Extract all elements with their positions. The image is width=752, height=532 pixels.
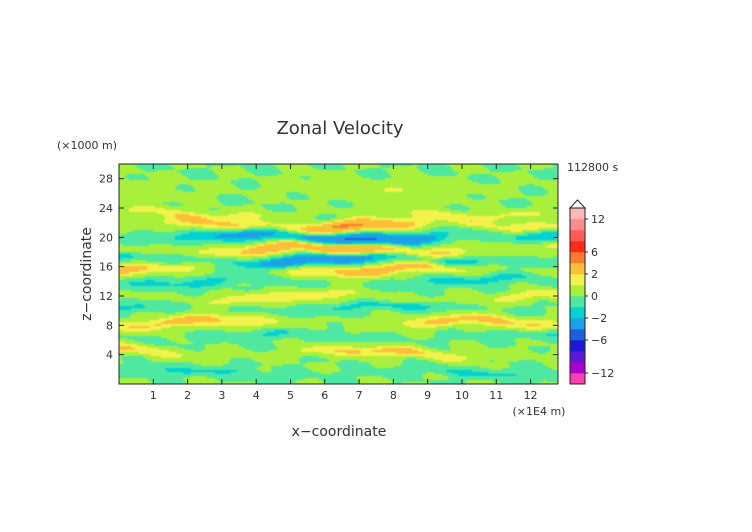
colorbar: 12 6 2 0 −2 −6 −12 [568,199,614,385]
colorbar-segment [570,373,585,385]
x-axis-label: x−coordinate [292,424,387,440]
y-tick-label: 16 [99,261,113,274]
y-tick-label: 20 [99,231,113,244]
colorbar-tick-label: −6 [591,334,607,347]
colorbar-segment [570,263,585,275]
y-axis-label: z−coordinate [79,227,95,321]
colorbar-segment [570,285,585,297]
colorbar-segment [570,329,585,341]
x-tick-label: 7 [356,389,363,402]
colorbar-tick-label: 6 [591,246,598,259]
colorbar-tick-label: −12 [591,367,614,380]
y-axis: 4 8 12 16 20 24 28 [99,173,558,362]
x-tick-label: 5 [287,389,294,402]
x-tick-label: 1 [150,389,157,402]
colorbar-segment [570,351,585,363]
colorbar-segment [570,362,585,374]
y-tick-label: 8 [106,319,113,332]
x-tick-label: 9 [424,389,431,402]
x-unit-label: (×1E4 m) [513,405,566,418]
x-tick-label: 10 [455,389,469,402]
y-tick-label: 28 [99,173,113,186]
y-tick-label: 12 [99,290,113,303]
colorbar-segment [570,340,585,352]
x-tick-label: 8 [390,389,397,402]
colorbar-tick-label: 12 [591,213,605,226]
colorbar-extend-arrow [568,199,587,209]
heatmap-field [119,164,558,384]
x-axis: 1 2 3 4 5 6 7 8 9 10 11 12 [150,164,538,402]
colorbar-segment [570,219,585,231]
chart-title: Zonal Velocity [276,118,403,139]
x-tick-label: 4 [253,389,260,402]
colorbar-segment [570,274,585,286]
x-tick-label: 6 [321,389,328,402]
y-tick-label: 4 [106,349,113,362]
x-tick-label: 2 [184,389,191,402]
plot-frame [118,163,559,385]
colorbar-segment [570,307,585,319]
y-unit-label: (×1000 m) [57,139,117,152]
colorbar-segment [570,296,585,308]
colorbar-segment [570,252,585,264]
x-tick-label: 11 [489,389,503,402]
plot-area [118,163,559,385]
colorbar-tick-label: 2 [591,268,598,281]
colorbar-tick-label: −2 [591,312,607,325]
colorbar-segment [570,318,585,330]
x-tick-label: 12 [524,389,538,402]
colorbar-segment [570,208,585,220]
y-tick-label: 24 [99,202,113,215]
x-tick-label: 3 [218,389,225,402]
time-label: 112800 s [567,161,618,174]
colorbar-segment [570,230,585,242]
colorbar-tick-label: 0 [591,290,598,303]
colorbar-segment [570,241,585,253]
